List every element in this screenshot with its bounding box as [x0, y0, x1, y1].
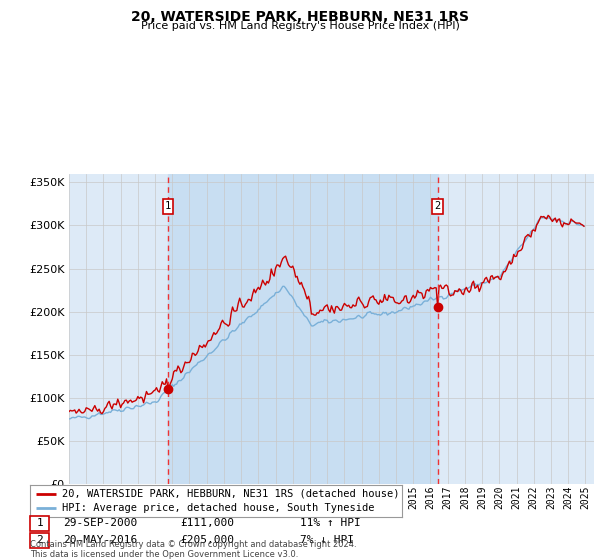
Text: HPI: Average price, detached house, South Tyneside: HPI: Average price, detached house, Sout…: [62, 503, 374, 514]
Text: 11% ↑ HPI: 11% ↑ HPI: [300, 519, 361, 528]
Text: 7% ↓ HPI: 7% ↓ HPI: [300, 535, 354, 545]
Text: Price paid vs. HM Land Registry's House Price Index (HPI): Price paid vs. HM Land Registry's House …: [140, 21, 460, 31]
Text: 20, WATERSIDE PARK, HEBBURN, NE31 1RS (detached house): 20, WATERSIDE PARK, HEBBURN, NE31 1RS (d…: [62, 488, 399, 498]
Bar: [168, 174, 437, 484]
Text: 20-MAY-2016: 20-MAY-2016: [63, 535, 137, 545]
Text: 2: 2: [434, 201, 441, 211]
Text: 20, WATERSIDE PARK, HEBBURN, NE31 1RS: 20, WATERSIDE PARK, HEBBURN, NE31 1RS: [131, 10, 469, 24]
Text: £205,000: £205,000: [180, 535, 234, 545]
Text: Contains HM Land Registry data © Crown copyright and database right 2024.
This d: Contains HM Land Registry data © Crown c…: [30, 540, 356, 559]
Text: 2: 2: [36, 535, 43, 545]
Text: £111,000: £111,000: [180, 519, 234, 528]
Text: 1: 1: [36, 519, 43, 528]
Text: 1: 1: [165, 201, 171, 211]
Text: 29-SEP-2000: 29-SEP-2000: [63, 519, 137, 528]
